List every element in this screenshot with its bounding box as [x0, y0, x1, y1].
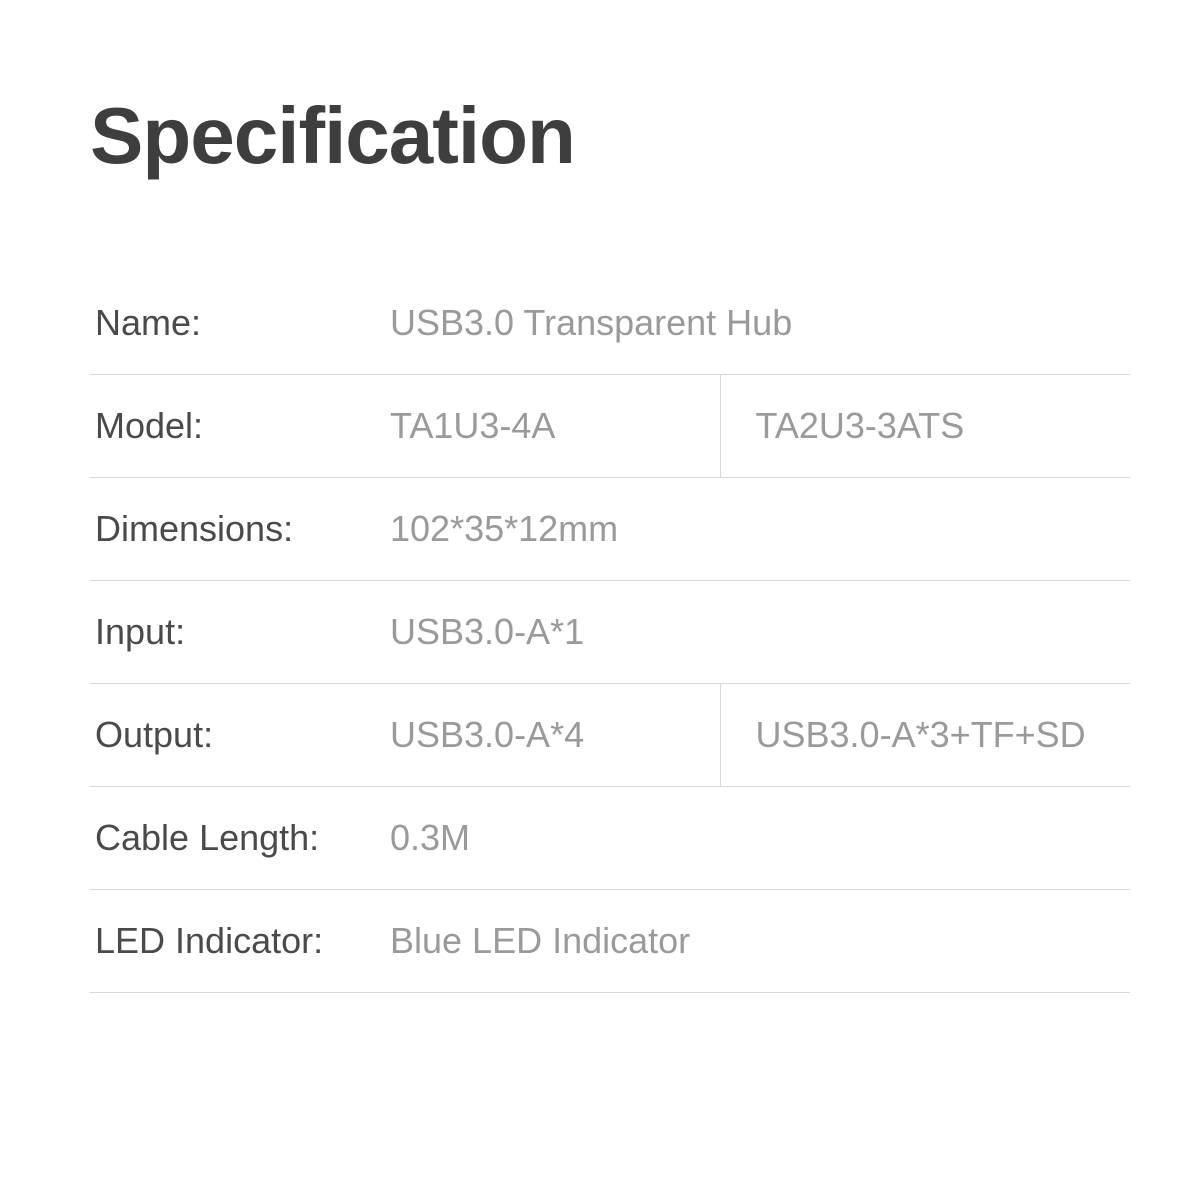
value-output-1: USB3.0-A*4	[390, 684, 720, 787]
page-title: Specification	[90, 90, 1130, 182]
label-input: Input:	[90, 581, 390, 684]
table-row-input: Input: USB3.0-A*1	[90, 581, 1130, 684]
label-output: Output:	[90, 684, 390, 787]
value-input: USB3.0-A*1	[390, 581, 1130, 684]
value-output-2: USB3.0-A*3+TF+SD	[720, 684, 1130, 787]
label-name: Name:	[90, 272, 390, 375]
value-led-indicator: Blue LED Indicator	[390, 890, 1130, 993]
specification-table: Name: USB3.0 Transparent Hub Model: TA1U…	[90, 272, 1130, 993]
value-model-2: TA2U3-3ATS	[720, 375, 1130, 478]
label-dimensions: Dimensions:	[90, 478, 390, 581]
table-row-led-indicator: LED Indicator: Blue LED Indicator	[90, 890, 1130, 993]
table-row-dimensions: Dimensions: 102*35*12mm	[90, 478, 1130, 581]
table-row-output: Output: USB3.0-A*4 USB3.0-A*3+TF+SD	[90, 684, 1130, 787]
label-model: Model:	[90, 375, 390, 478]
value-dimensions: 102*35*12mm	[390, 478, 1130, 581]
table-row-model: Model: TA1U3-4A TA2U3-3ATS	[90, 375, 1130, 478]
label-led-indicator: LED Indicator:	[90, 890, 390, 993]
value-model-1: TA1U3-4A	[390, 375, 720, 478]
table-row-name: Name: USB3.0 Transparent Hub	[90, 272, 1130, 375]
value-cable-length: 0.3M	[390, 787, 1130, 890]
table-row-cable-length: Cable Length: 0.3M	[90, 787, 1130, 890]
label-cable-length: Cable Length:	[90, 787, 390, 890]
value-name: USB3.0 Transparent Hub	[390, 272, 1130, 375]
